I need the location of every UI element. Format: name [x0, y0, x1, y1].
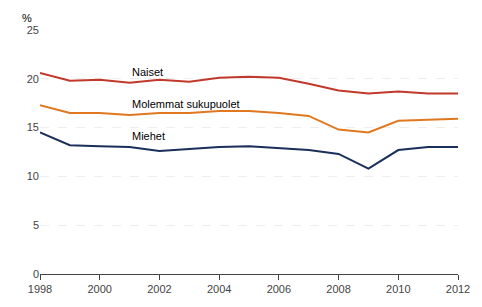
svg-text:2002: 2002: [147, 283, 171, 295]
svg-text:%: %: [22, 12, 32, 24]
svg-text:10: 10: [27, 170, 39, 182]
svg-text:2010: 2010: [386, 283, 410, 295]
svg-text:2000: 2000: [87, 283, 111, 295]
svg-text:15: 15: [27, 121, 39, 133]
svg-text:Miehet: Miehet: [132, 130, 165, 142]
svg-text:2008: 2008: [326, 283, 350, 295]
svg-text:Naiset: Naiset: [132, 66, 163, 78]
svg-text:2006: 2006: [267, 283, 291, 295]
svg-text:2012: 2012: [446, 283, 470, 295]
svg-text:1998: 1998: [28, 283, 52, 295]
svg-text:Molemmat sukupuolet: Molemmat sukupuolet: [132, 98, 240, 110]
svg-text:5: 5: [33, 219, 39, 231]
svg-text:25: 25: [27, 24, 39, 36]
svg-text:2004: 2004: [207, 283, 231, 295]
svg-text:20: 20: [27, 73, 39, 85]
svg-text:0: 0: [33, 268, 39, 280]
